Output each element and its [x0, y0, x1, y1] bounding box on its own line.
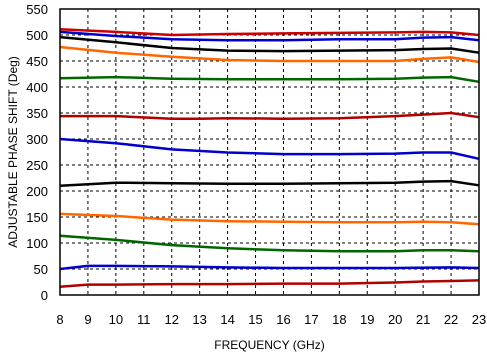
y-tick-label: 50 — [34, 262, 48, 277]
y-tick-label: 350 — [26, 106, 48, 121]
x-tick-label: 23 — [472, 312, 486, 327]
x-tick-label: 13 — [192, 312, 206, 327]
x-tick-label: 9 — [84, 312, 91, 327]
y-tick-label: 200 — [26, 184, 48, 199]
x-tick-label: 12 — [164, 312, 178, 327]
series-line-1 — [59, 28, 480, 37]
x-tick-label: 11 — [137, 312, 151, 327]
series-line-4 — [59, 45, 480, 64]
x-tick-label: 20 — [388, 312, 402, 327]
series-line-5 — [59, 75, 480, 84]
y-tick-label: 400 — [26, 80, 48, 95]
series-line-9 — [59, 212, 480, 226]
series-line-7 — [59, 137, 480, 161]
y-tick-label: 150 — [26, 210, 48, 225]
series-line-12 — [59, 279, 480, 288]
series-line-11 — [59, 264, 480, 271]
x-tick-label: 10 — [109, 312, 123, 327]
series-line-10 — [59, 234, 480, 253]
x-tick-label: 19 — [360, 312, 374, 327]
series-line-2 — [59, 30, 480, 42]
x-tick-label: 8 — [56, 312, 63, 327]
y-tick-label: 300 — [26, 132, 48, 147]
x-axis-label: FREQUENCY (GHz) — [214, 338, 324, 352]
series-line-8 — [59, 179, 480, 188]
x-tick-label: 21 — [416, 312, 430, 327]
y-axis-label: ADJUSTABLE PHASE SHIFT (Deg) — [6, 56, 20, 248]
x-tick-label: 14 — [220, 312, 234, 327]
y-tick-label: 250 — [26, 158, 48, 173]
x-tick-labels: 8 9 10 11 12 13 14 15 16 17 18 19 20 21 22 23 — [56, 312, 486, 327]
x-tick-label: 17 — [304, 312, 318, 327]
x-tick-label: 15 — [248, 312, 262, 327]
x-tick-label: 16 — [276, 312, 290, 327]
x-tick-label: 22 — [444, 312, 458, 327]
data-series — [59, 28, 480, 288]
y-tick-label: 500 — [26, 28, 48, 43]
y-tick-labels: 0 50 100 150 200 250 300 350 400 450 500 550 — [26, 2, 48, 303]
plot-frame — [59, 8, 480, 296]
series-line-6 — [60, 111, 480, 120]
y-tick-label: 450 — [26, 54, 48, 69]
y-tick-label: 100 — [26, 236, 48, 251]
y-tick-label: 550 — [26, 2, 48, 17]
series-line-3 — [59, 35, 480, 54]
y-tick-label: 0 — [41, 288, 48, 303]
x-tick-label: 18 — [332, 312, 346, 327]
